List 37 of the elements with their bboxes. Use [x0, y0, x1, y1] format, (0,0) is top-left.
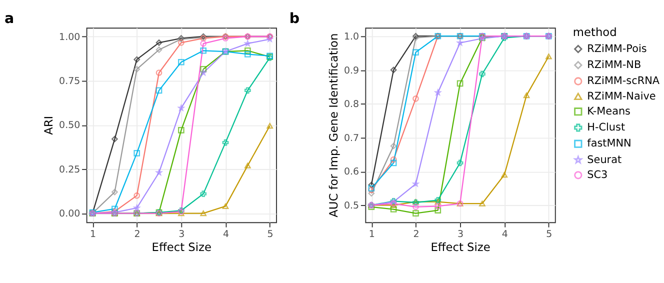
y-tick-label: 1.0: [344, 31, 360, 42]
x-tick-label: 5: [267, 228, 274, 240]
y-tick-label: 0.7: [344, 132, 360, 144]
x-tick-label: 4: [502, 228, 508, 240]
legend-label: RZiMM-NB: [587, 58, 642, 71]
legend-label: Seurat: [587, 154, 622, 166]
y-tick-label: 0.9: [344, 65, 360, 76]
y-tick-label: 0.5: [344, 200, 360, 212]
x-tick-label: 2: [134, 228, 140, 240]
y-tick-label: 1.00: [59, 32, 80, 43]
legend-label: SC3: [587, 169, 608, 182]
x-tick-label: 1: [90, 228, 96, 240]
legend-label: H-Clust: [587, 122, 626, 134]
y-axis-title: ARI: [41, 116, 56, 135]
chart-title: b: [289, 10, 300, 27]
legend-label: RZiMM-Pois: [587, 42, 647, 55]
legend-title: method: [572, 25, 617, 40]
y-tick-label: 0.6: [344, 166, 360, 178]
legend-label: fastMNN: [587, 138, 632, 150]
y-tick-label: 0.8: [344, 99, 360, 110]
y-tick-label: 0.00: [59, 208, 80, 220]
y-tick-label: 0.75: [59, 76, 80, 88]
x-axis-title: Effect Size: [430, 240, 490, 254]
x-tick-label: 5: [546, 228, 552, 240]
x-tick-label: 3: [458, 228, 464, 240]
x-axis-title: Effect Size: [152, 240, 212, 254]
x-tick-label: 4: [222, 228, 229, 240]
y-tick-label: 0.25: [59, 164, 80, 176]
chart-title: a: [4, 10, 14, 27]
x-tick-label: 2: [413, 228, 420, 240]
legend-label: K-Means: [587, 105, 630, 118]
x-tick-label: 3: [178, 228, 185, 240]
y-tick-label: 0.50: [59, 120, 80, 132]
legend-label: RZiMM-Naive: [587, 90, 656, 102]
y-axis-title: AUC for Imp. Gene Identification: [326, 33, 340, 218]
legend-label: RZiMM-scRNA: [587, 75, 660, 88]
x-tick-label: 1: [368, 228, 375, 240]
